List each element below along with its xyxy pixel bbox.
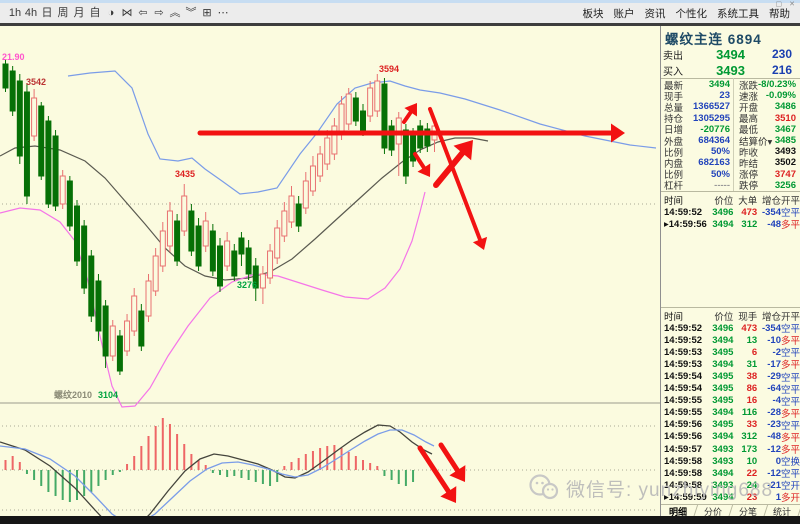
price-label: 21.90 — [2, 52, 25, 62]
menu-personalize[interactable]: 个性化 — [675, 7, 708, 20]
instrument-name: 螺纹主连 — [665, 32, 723, 47]
toolbar-period-week[interactable]: 周 — [57, 7, 69, 19]
menu-news[interactable]: 资讯 — [644, 7, 666, 20]
table-row: 14:59:58 3493 24 -21 空开 — [664, 479, 800, 493]
toolbar-period-custom[interactable]: 自 — [89, 7, 101, 19]
price-label: 3594 — [379, 64, 399, 74]
main-chart-area[interactable]: 21.903542359434353276螺纹201031042020/03/2… — [0, 26, 660, 516]
price-label: 3276 — [237, 280, 257, 290]
toolbar-more-icon[interactable]: ⋯ — [217, 7, 229, 19]
table-row: ▸14:59:59 3494 23 1 多开 — [664, 491, 800, 505]
quote-grid-row: 杠杆 ----- 跌停 3256 — [661, 178, 800, 193]
macd-layer — [0, 418, 435, 516]
table-header: 时间 价位 大单 增仓 开平 — [664, 196, 800, 208]
candlestick-chart[interactable]: 21.903542359434353276螺纹201031042020/03/2… — [0, 26, 660, 516]
instrument-code: 6894 — [727, 32, 762, 47]
table-row: 14:59:52 3494 13 -10 多平 — [664, 334, 800, 348]
table-row: 14:59:54 3495 86 -64 空平 — [664, 383, 800, 396]
quote-grid-row: 日增 -20776 最低 3467 — [661, 122, 800, 137]
table-row: 14:59:58 3494 22 -12 空平 — [664, 467, 800, 481]
ask-label: 卖出 — [663, 50, 683, 62]
top-bar: 1h 4h 日周月自 ◑ ⋈ ⇦ ⇨ ︽ ︾ ⊞ ⋯ 板块 账户 资讯 个性化 系统工具 帮助 — [0, 3, 800, 23]
window-controls: ▢ ✕ — [776, 0, 796, 8]
menu-account[interactable]: 账户 — [613, 7, 635, 20]
quote-grid-row: 比例 50% 昨收 3493 — [661, 144, 800, 159]
candles-layer — [2, 60, 438, 375]
quote-panel: 螺纹主连 6894 卖出 3494 230 买入 3493 216 最新 3494… — [658, 26, 800, 518]
table-row: 14:59:53 3494 31 -17 多平 — [664, 358, 800, 372]
window-frame-strip — [0, 0, 800, 3]
toolbar-period-4h[interactable]: 4h — [24, 7, 38, 19]
bid-price[interactable]: 3493 — [716, 62, 745, 78]
table-row: 14:59:55 3494 116 -28 多平 — [664, 407, 800, 420]
chart-toolbar: 1h 4h 日周月自 ◑ ⋈ ⇦ ⇨ ︽ ︾ ⊞ ⋯ — [0, 4, 231, 22]
table-row: 14:59:52 3496 473 -354 空平 — [664, 206, 800, 220]
ask-row: 卖出 3494 230 — [663, 46, 798, 62]
toolbar-arrow-right-icon[interactable]: ⇨ — [154, 7, 164, 19]
divider — [661, 191, 800, 192]
table-row: 14:59:54 3495 38 -29 空平 — [664, 371, 800, 384]
table-row: 14:59:53 3495 6 -2 空平 — [664, 346, 800, 360]
table-row: 14:59:57 3493 173 -12 多平 — [664, 443, 800, 457]
table-row: 14:59:55 3495 16 -4 空平 — [664, 395, 800, 408]
toolbar-period-month[interactable]: 月 — [73, 7, 85, 19]
quote-grid-row: 外盘 684364 结算价▾ 3485 — [661, 133, 800, 148]
tick-detail-table: 时间 价位 现手 增仓 开平 14:59:52 3496 473 -354 空平 14:59:52 3… — [661, 310, 800, 504]
quote-grid-row: 内盘 682163 昨结 3502 — [661, 155, 800, 170]
instrument-title: 螺纹主连 6894 — [665, 28, 762, 48]
quote-grid-row: 最新 3494 涨跌 -8/0.23% — [661, 77, 800, 92]
table-row: 14:59:56 3495 33 -23 空平 — [664, 419, 800, 432]
divider — [661, 307, 800, 308]
price-label: 3435 — [175, 169, 195, 179]
price-label: 螺纹2010 — [54, 389, 92, 400]
close-icon[interactable]: ✕ — [789, 1, 795, 8]
table-row: 14:59:58 3493 10 0 空换 — [664, 455, 800, 469]
toolbar-zoom-icon[interactable]: ⋈ — [121, 7, 133, 19]
toolbar-grid-layout-icon[interactable]: ⊞ — [202, 7, 212, 19]
quote-grid-row: 总量 1366527 开盘 3486 — [661, 99, 800, 114]
big-order-table: 时间 价位 大单 增仓 开平 14:59:52 3496 473 -354 空平 ▸14:59:56… — [661, 194, 800, 232]
toolbar-period-day[interactable]: 日 — [41, 7, 53, 19]
table-header: 时间 价位 现手 增仓 开平 — [664, 312, 800, 324]
detail-tabs: 明细 分价 分笔 统计 — [658, 504, 800, 518]
maximize-icon[interactable]: ▢ — [775, 1, 783, 8]
toolbar-collapse-down-icon[interactable]: ︾ — [185, 7, 197, 19]
bid-qty: 216 — [771, 63, 792, 77]
quote-grid-row: 比例 50% 涨停 3747 — [661, 167, 800, 182]
toolbar-period-1h[interactable]: 1h — [8, 7, 22, 19]
bid-row: 买入 3493 216 — [663, 62, 798, 78]
price-label: 3104 — [98, 390, 118, 400]
toolbar-collapse-up-icon[interactable]: ︽ — [169, 7, 181, 19]
ask-price[interactable]: 3494 — [716, 46, 745, 62]
annotation-arrows — [197, 103, 625, 503]
status-bar — [0, 516, 800, 524]
table-row: 14:59:56 3494 312 -48 多平 — [664, 431, 800, 444]
toolbar-divider — [0, 23, 800, 26]
ask-qty: 230 — [771, 47, 792, 61]
divider — [661, 78, 800, 79]
quote-grid: 最新 3494 涨跌 -8/0.23% 现手 23 速涨 -0.09% 总量 1366527 开盘 3… — [661, 77, 800, 193]
menu-board[interactable]: 板块 — [582, 7, 604, 20]
table-row: 14:59:52 3496 473 -354 空平 — [664, 322, 800, 336]
menu-bar: 板块 账户 资讯 个性化 系统工具 帮助 — [583, 6, 800, 21]
menu-help[interactable]: 帮助 — [769, 7, 790, 20]
quote-grid-row: 现手 23 速涨 -0.09% — [661, 88, 800, 103]
table-row: ▸14:59:56 3494 312 -48 多平 — [664, 218, 800, 232]
toolbar-contrast-icon[interactable]: ◑ — [107, 7, 115, 19]
menu-system-tools[interactable]: 系统工具 — [717, 7, 759, 20]
band-lines — [0, 70, 657, 408]
price-label: 3542 — [26, 77, 46, 87]
bid-label: 买入 — [663, 66, 683, 78]
toolbar-arrow-left-icon[interactable]: ⇦ — [138, 7, 148, 19]
quote-grid-row: 持仓 1305295 最高 3510 — [661, 111, 800, 126]
